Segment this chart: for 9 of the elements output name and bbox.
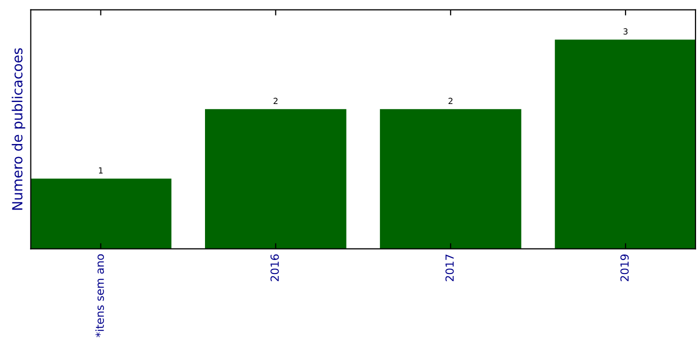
data-label: 3 [624,28,628,35]
y-axis-title: Numero de publicacoes [12,48,26,210]
x-tick-label: 2019 [620,254,629,282]
data-label: 1 [98,167,103,174]
data-label: 2 [274,98,278,104]
data-label: 2 [448,98,452,104]
x-tick-label: 2016 [270,254,279,282]
x-tick-label: 2017 [445,254,454,282]
x-tick-label: *itens sem ano [95,254,104,338]
